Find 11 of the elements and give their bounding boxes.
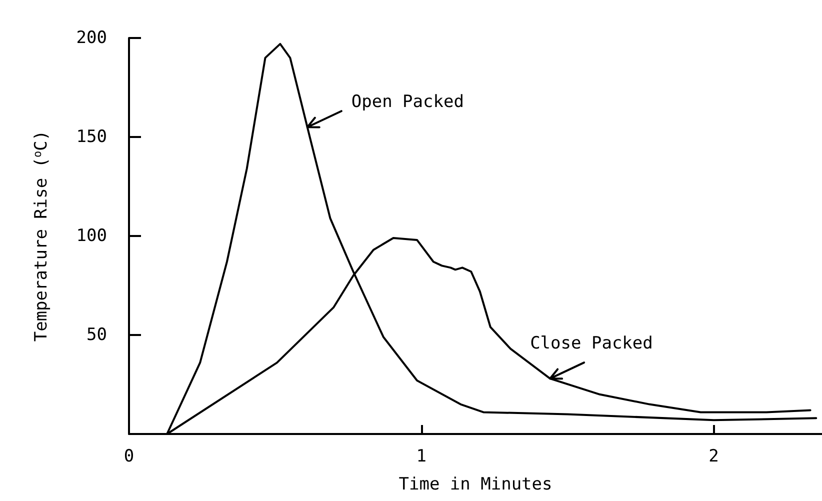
x-axis-title: Time in Minutes (398, 474, 552, 494)
x-tick-label: 1 (416, 446, 427, 466)
x-tick-label: 0 (124, 446, 134, 466)
annotation: Open Packed (351, 92, 464, 112)
y-axis-title: Temperature Rise (oC) (31, 130, 52, 342)
x-tick-label: 2 (708, 446, 719, 466)
y-tick-label: 50 (86, 325, 107, 345)
y-tick-label: 200 (76, 28, 107, 48)
y-tick-label: 150 (76, 127, 107, 147)
annotation: Close Packed (530, 334, 653, 354)
y-tick-label: 100 (76, 226, 107, 246)
